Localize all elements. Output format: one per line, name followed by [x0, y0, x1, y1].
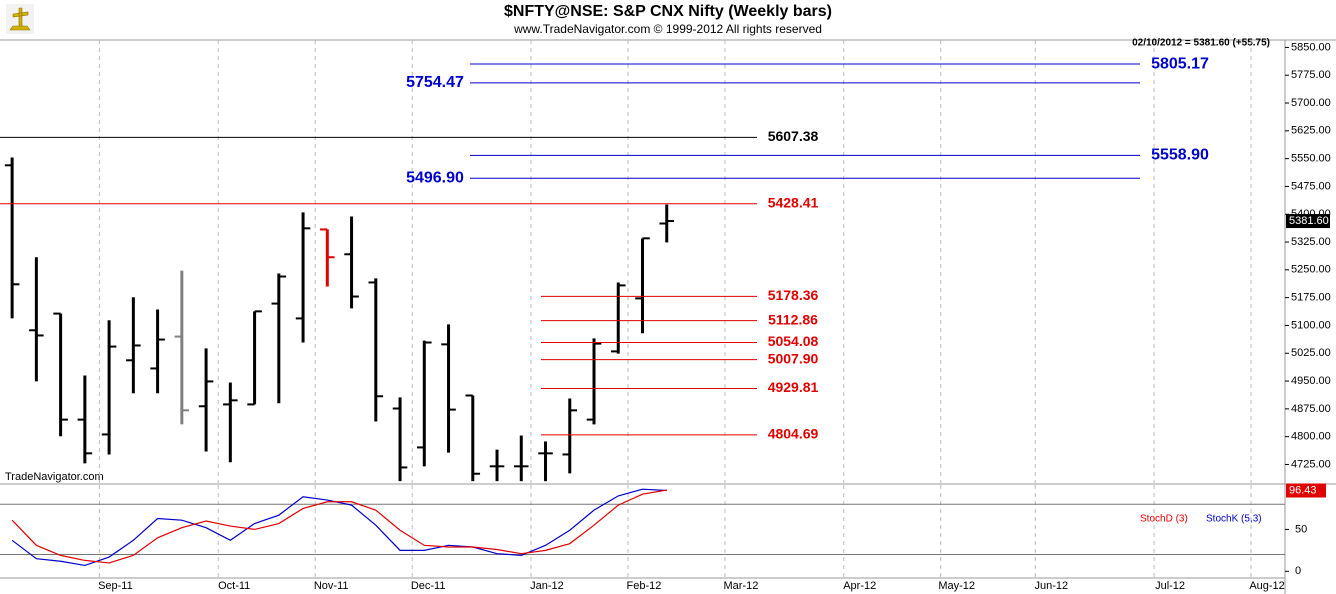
level-label: 5558.90: [1151, 147, 1209, 164]
y-tick-label: 5625.00: [1291, 125, 1331, 137]
y-tick-label: 5100.00: [1291, 319, 1331, 331]
level-label: 5496.90: [406, 170, 464, 187]
level-label: 5007.90: [768, 350, 819, 366]
y-tick-label: 5775.00: [1291, 69, 1331, 81]
stoch-lines: [11, 488, 667, 567]
chart-title: $NFTY@NSE: S&P CNX Nifty (Weekly bars): [504, 3, 832, 20]
y-tick-label: 4875.00: [1291, 403, 1331, 415]
y-tick-label: 4725.00: [1291, 458, 1331, 470]
y-tick-label: 0: [1295, 565, 1301, 577]
logo: [6, 4, 34, 34]
level-label: 5607.38: [768, 128, 819, 144]
y-tick-label: 5550.00: [1291, 153, 1331, 165]
x-tick-label: Jul-12: [1155, 580, 1185, 592]
copyright: www.TradeNavigator.com © 1999-2012 All r…: [513, 22, 822, 36]
x-tick-label: Oct-11: [218, 580, 250, 592]
last-price-label: 5381.60: [1289, 215, 1329, 227]
y-tick-label: 5325.00: [1291, 236, 1331, 248]
last-value-label: 96.43: [1289, 484, 1317, 496]
y-tick-label: 5250.00: [1291, 264, 1331, 276]
price-bars: [4, 157, 675, 482]
legend-entry: StochK (5,3): [1206, 514, 1262, 525]
level-label: 5112.86: [768, 311, 818, 327]
level-label: 5178.36: [768, 287, 819, 303]
level-label: 5428.41: [768, 194, 819, 210]
y-tick-label: 5850.00: [1291, 41, 1331, 53]
x-tick-label: Nov-11: [314, 580, 349, 592]
x-tick-label: Jun-12: [1034, 580, 1068, 592]
quote: 02/10/2012 = 5381.60 (+55.75): [1132, 38, 1270, 49]
level-label: 4929.81: [768, 379, 819, 395]
stoch-line: [11, 488, 667, 567]
legend-entry: StochD (3): [1140, 514, 1188, 525]
x-tick-label: Aug-12: [1249, 580, 1284, 592]
level-label: 5054.08: [768, 333, 819, 349]
x-tick-label: Feb-12: [627, 580, 662, 592]
stoch-line: [11, 489, 667, 564]
y-tick-label: 5025.00: [1291, 347, 1331, 359]
y-tick-label: 4950.00: [1291, 375, 1331, 387]
y-tick-label: 5475.00: [1291, 180, 1331, 192]
level-label: 4804.69: [768, 426, 819, 442]
level-label: 5805.17: [1151, 55, 1209, 72]
x-tick-label: Dec-11: [411, 580, 446, 592]
x-tick-label: Mar-12: [724, 580, 759, 592]
watermark: TradeNavigator.com: [5, 471, 104, 483]
level-label: 5754.47: [406, 74, 464, 91]
last-value-box: [1286, 483, 1326, 498]
x-tick-label: Sep-11: [98, 580, 133, 592]
y-tick-label: 5175.00: [1291, 292, 1331, 304]
y-tick-label: 50: [1295, 523, 1307, 535]
last-price-box: [1286, 214, 1330, 229]
x-tick-label: Jan-12: [530, 580, 564, 592]
y-tick-label: 5700.00: [1291, 97, 1331, 109]
y-tick-label: 4800.00: [1291, 431, 1331, 443]
x-tick-label: May-12: [938, 580, 975, 592]
x-tick-label: Apr-12: [843, 580, 876, 592]
